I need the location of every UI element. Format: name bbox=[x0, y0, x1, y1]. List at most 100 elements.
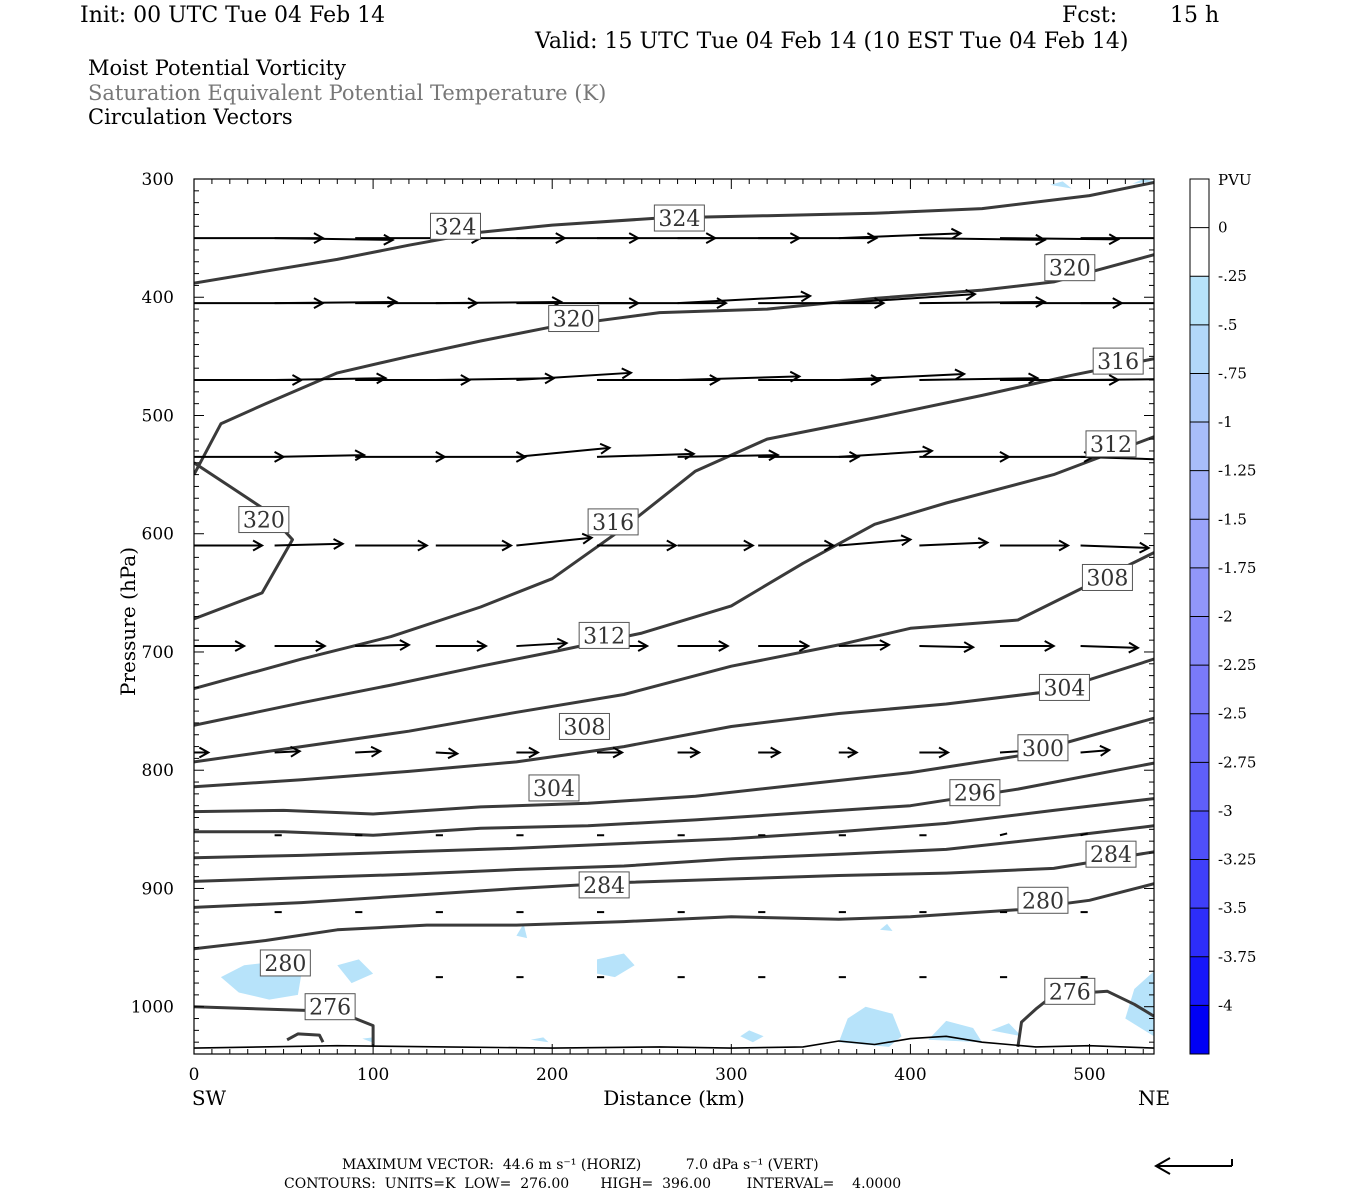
circulation-vector-head bbox=[870, 374, 883, 386]
title-theta-es: Saturation Equivalent Potential Temperat… bbox=[88, 81, 607, 105]
pv-region bbox=[880, 923, 893, 931]
circulation-vector-head bbox=[1108, 233, 1121, 246]
circulation-vector bbox=[838, 373, 965, 382]
x-tick-label: 300 bbox=[715, 1065, 747, 1085]
pv-region bbox=[991, 1023, 1022, 1037]
colorbar-swatch bbox=[1190, 762, 1209, 811]
contour-label-box bbox=[1038, 673, 1090, 701]
circulation-vector-head bbox=[963, 641, 976, 653]
circulation-vector-head bbox=[800, 290, 813, 303]
contour-label: 316 bbox=[592, 511, 634, 536]
circulation-vector-head bbox=[476, 640, 488, 652]
y-tick-label: 300 bbox=[142, 170, 174, 190]
circulation-vector-head bbox=[447, 747, 460, 760]
circulation-vector bbox=[274, 237, 393, 241]
x-axis-title: Distance (km) bbox=[603, 1086, 745, 1110]
circulation-vector bbox=[677, 454, 778, 458]
colorbar-swatch bbox=[1190, 227, 1209, 277]
circulation-vector-head bbox=[1128, 641, 1140, 654]
circulation-vector-head bbox=[954, 368, 967, 381]
contour-label: 304 bbox=[533, 777, 575, 802]
circulation-vector-head bbox=[581, 532, 594, 545]
plot-frame bbox=[193, 178, 1155, 1055]
valid-time: Valid: 15 UTC Tue 04 Feb 14 (10 EST Tue … bbox=[535, 29, 1129, 54]
colorbar-tick-label: -3.75 bbox=[1218, 948, 1256, 966]
circulation-vector bbox=[1080, 544, 1149, 549]
circulation-vector-head bbox=[315, 640, 327, 652]
x-tick-label: 100 bbox=[357, 1065, 389, 1085]
contour-label-box bbox=[1044, 977, 1096, 1005]
pv-region bbox=[1050, 181, 1072, 189]
circulation-vector-head bbox=[637, 640, 650, 652]
colorbar-tick-label: -3.25 bbox=[1218, 851, 1256, 869]
colorbar-tick-label: -1.5 bbox=[1218, 510, 1247, 528]
circulation-vector bbox=[355, 750, 381, 754]
circulation-vector-head bbox=[1099, 744, 1112, 757]
circulation-vector-head bbox=[252, 539, 265, 552]
circulation-vector bbox=[1080, 645, 1138, 649]
colorbar-tick-label: -3 bbox=[1218, 802, 1233, 820]
contour-label: 280 bbox=[264, 952, 306, 977]
circulation-vector-head bbox=[879, 639, 891, 651]
circulation-vector-head bbox=[612, 746, 625, 759]
colorbar-swatch bbox=[1190, 665, 1209, 714]
contour-296 bbox=[194, 761, 1154, 837]
circulation-vector bbox=[919, 237, 1045, 241]
colorbar-tick-label: -1 bbox=[1218, 413, 1233, 431]
x-tick-label: 0 bbox=[189, 1065, 200, 1085]
circulation-vector-head bbox=[370, 745, 383, 758]
contour-label: 320 bbox=[1049, 257, 1091, 282]
colorbar-tick-label: -1.25 bbox=[1218, 462, 1256, 480]
circulation-vector-head bbox=[847, 746, 859, 759]
circulation-vector-head bbox=[743, 539, 755, 552]
circulation-vector-head bbox=[599, 442, 612, 455]
pv-region bbox=[337, 959, 374, 984]
contour-label: 308 bbox=[563, 715, 605, 740]
pv-region bbox=[1125, 971, 1154, 1037]
pv-region bbox=[516, 923, 528, 939]
x-end-label-sw: SW bbox=[192, 1086, 227, 1110]
circulation-vector bbox=[677, 294, 811, 305]
contour-label: 276 bbox=[309, 996, 351, 1021]
contour-label: 320 bbox=[243, 509, 285, 534]
contour-304 bbox=[194, 657, 1154, 789]
contour-label: 280 bbox=[1022, 889, 1064, 914]
colorbar-swatch bbox=[1190, 373, 1209, 423]
circulation-vector-head bbox=[234, 640, 247, 652]
pv-region bbox=[928, 1020, 983, 1043]
circulation-vector bbox=[999, 832, 1008, 837]
colorbar-tick-label: -2.25 bbox=[1218, 656, 1256, 674]
circulation-vector-head bbox=[1044, 640, 1056, 652]
ground-line bbox=[194, 1035, 1154, 1049]
circulation-vector-head bbox=[1035, 233, 1047, 246]
contour-label-box bbox=[558, 712, 610, 740]
contour-300 bbox=[194, 716, 1154, 816]
contour-280 bbox=[194, 882, 1154, 951]
colorbar-tick-label: -2 bbox=[1218, 608, 1233, 626]
circulation-vector bbox=[274, 542, 343, 547]
y-tick-label: 500 bbox=[142, 406, 174, 426]
circulation-vector-head bbox=[709, 374, 721, 386]
contour-label-box bbox=[587, 508, 639, 536]
contour-label: 296 bbox=[954, 782, 996, 807]
circulation-vector bbox=[596, 452, 694, 458]
colorbar-tick-label: -2.5 bbox=[1218, 705, 1247, 723]
forecast-label: Fcst: bbox=[1062, 3, 1118, 28]
circulation-vector bbox=[435, 751, 458, 755]
circulation-vector bbox=[516, 642, 567, 648]
colorbar-tick-label: -2.75 bbox=[1218, 753, 1256, 771]
colorbar-swatch bbox=[1190, 956, 1209, 1006]
circulation-vector bbox=[516, 371, 632, 382]
circulation-vector-head bbox=[376, 372, 388, 385]
circulation-vector-head bbox=[501, 539, 514, 552]
contour-label: 324 bbox=[434, 215, 476, 240]
contour-label-box bbox=[949, 779, 1001, 807]
circulation-vector-head bbox=[1058, 539, 1071, 552]
circulation-vector-head bbox=[823, 539, 836, 552]
contour-316 bbox=[194, 357, 1154, 691]
contour-label: 320 bbox=[553, 308, 595, 333]
init-time: Init: 00 UTC Tue 04 Feb 14 bbox=[80, 3, 386, 28]
circulation-vector-head bbox=[621, 367, 634, 380]
circulation-vector-head bbox=[1165, 455, 1174, 465]
contour-312 bbox=[194, 435, 1154, 727]
